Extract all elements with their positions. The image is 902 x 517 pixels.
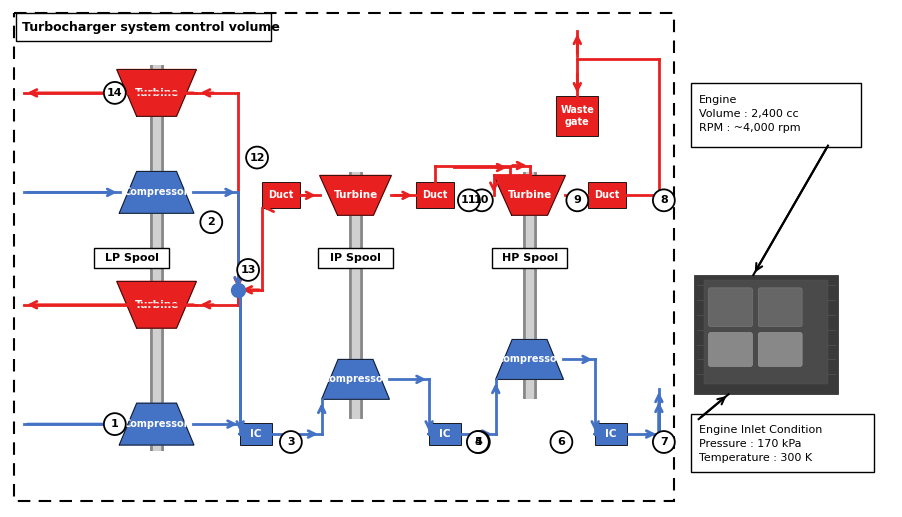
Circle shape [104,413,125,435]
FancyBboxPatch shape [703,280,827,384]
Circle shape [652,431,674,453]
FancyBboxPatch shape [492,248,566,268]
Circle shape [457,189,479,211]
Circle shape [237,259,259,281]
Circle shape [470,189,492,211]
Circle shape [467,431,489,453]
Text: 7: 7 [659,437,667,447]
FancyBboxPatch shape [758,332,801,367]
Circle shape [550,431,572,453]
Text: Engine Inlet Condition
Pressure : 170 kPa
Temperature : 300 K: Engine Inlet Condition Pressure : 170 kP… [698,425,821,463]
Text: 13: 13 [240,265,255,275]
Circle shape [200,211,222,233]
FancyBboxPatch shape [690,83,860,147]
Text: 10: 10 [474,195,489,205]
Text: Compressor: Compressor [124,187,189,197]
Text: 2: 2 [207,217,215,227]
Text: Engine
Volume : 2,400 cc
RPM : ~4,000 rpm: Engine Volume : 2,400 cc RPM : ~4,000 rp… [698,95,799,133]
Polygon shape [119,172,194,213]
FancyBboxPatch shape [262,183,299,208]
Polygon shape [321,359,389,399]
Text: Waste
gate: Waste gate [560,105,594,127]
FancyBboxPatch shape [594,423,626,445]
Text: HP Spool: HP Spool [501,253,557,263]
Text: 5: 5 [474,437,481,447]
Text: Turbocharger system control volume: Turbocharger system control volume [23,21,280,34]
FancyBboxPatch shape [587,183,625,208]
Polygon shape [116,69,196,116]
Polygon shape [119,403,194,445]
Circle shape [104,82,125,104]
Text: IC: IC [250,429,262,439]
Text: Turbine: Turbine [507,190,551,201]
FancyBboxPatch shape [416,183,454,208]
FancyBboxPatch shape [693,275,837,394]
Text: 11: 11 [461,195,476,205]
FancyBboxPatch shape [556,96,597,135]
Text: Compressor: Compressor [124,419,189,429]
FancyBboxPatch shape [16,13,271,41]
Text: 9: 9 [573,195,581,205]
Text: IP Spool: IP Spool [330,253,381,263]
Polygon shape [495,340,563,379]
Text: 4: 4 [474,437,483,447]
Text: Duct: Duct [268,190,293,201]
FancyBboxPatch shape [428,423,460,445]
Text: IC: IC [604,429,616,439]
Text: 1: 1 [111,419,118,429]
Circle shape [566,189,587,211]
Text: Compressor: Compressor [496,355,562,364]
FancyBboxPatch shape [240,423,272,445]
Circle shape [652,189,674,211]
Text: 8: 8 [659,195,667,205]
Text: Turbine: Turbine [134,88,179,98]
Text: Duct: Duct [594,190,619,201]
Circle shape [466,431,488,453]
Polygon shape [319,175,391,215]
Circle shape [280,431,301,453]
Polygon shape [116,281,196,328]
FancyBboxPatch shape [95,248,169,268]
FancyBboxPatch shape [690,414,873,472]
FancyBboxPatch shape [758,288,801,327]
Polygon shape [493,175,565,215]
Text: Duct: Duct [422,190,447,201]
FancyBboxPatch shape [318,248,392,268]
Text: 14: 14 [107,88,123,98]
Text: 3: 3 [287,437,294,447]
Text: IC: IC [438,429,450,439]
Text: Turbine: Turbine [134,300,179,310]
Text: 6: 6 [557,437,565,447]
Circle shape [246,147,268,169]
Text: 12: 12 [249,153,264,162]
FancyBboxPatch shape [708,332,751,367]
Text: LP Spool: LP Spool [105,253,159,263]
Text: Turbine: Turbine [333,190,377,201]
Text: Compressor: Compressor [322,374,388,384]
FancyBboxPatch shape [708,288,751,327]
